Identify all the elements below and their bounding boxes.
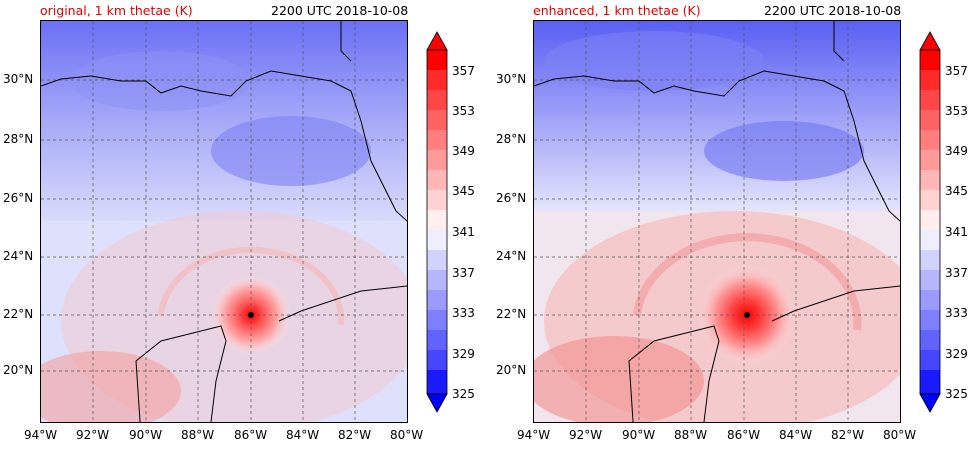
colorbar-label: 345 — [452, 184, 475, 198]
lon-tick: 80°W — [390, 428, 424, 442]
colorbar-label: 341 — [452, 225, 475, 239]
colorbar-label: 329 — [452, 347, 475, 361]
lat-tick: 22°N — [496, 307, 527, 321]
lat-tick: 24°N — [3, 249, 34, 263]
lon-tick: 84°W — [779, 428, 813, 442]
colorbar-label: 357 — [945, 64, 968, 78]
left-panel: original, 1 km thetae (K) 2200 UTC 2018-… — [3, 3, 475, 442]
colorbar-label: 353 — [945, 104, 968, 118]
storm-center-marker — [744, 312, 750, 318]
colorbar-label: 337 — [452, 266, 475, 280]
colorbar-label: 341 — [945, 225, 968, 239]
colorbar-label: 357 — [452, 64, 475, 78]
lat-tick: 26°N — [496, 191, 527, 205]
colorbar-label: 333 — [452, 306, 475, 320]
lon-tick: 86°W — [234, 428, 268, 442]
colorbar — [919, 31, 941, 413]
colorbar-label: 329 — [945, 347, 968, 361]
lon-tick: 94°W — [517, 428, 551, 442]
map-canvas — [41, 21, 407, 422]
lat-tick: 30°N — [3, 72, 34, 86]
lat-tick: 28°N — [3, 132, 34, 146]
colorbar-label: 349 — [945, 144, 968, 158]
lon-tick: 90°W — [622, 428, 656, 442]
lat-tick: 22°N — [3, 307, 34, 321]
right-panel: enhanced, 1 km thetae (K) 2200 UTC 2018-… — [493, 0, 972, 449]
lat-tick: 20°N — [3, 363, 34, 377]
lon-tick: 88°W — [181, 428, 215, 442]
lon-tick: 90°W — [129, 428, 163, 442]
colorbar-label: 333 — [945, 306, 968, 320]
panel-timestamp: 2200 UTC 2018-10-08 — [764, 3, 902, 18]
lon-tick: 82°W — [338, 428, 372, 442]
lat-tick: 24°N — [496, 249, 527, 263]
lon-tick: 88°W — [674, 428, 708, 442]
colorbar-label: 349 — [452, 144, 475, 158]
lon-tick: 80°W — [883, 428, 917, 442]
colorbar-label: 345 — [945, 184, 968, 198]
colorbar-label: 353 — [452, 104, 475, 118]
colorbar-label: 337 — [945, 266, 968, 280]
storm-center-marker — [248, 312, 254, 318]
lon-tick: 82°W — [831, 428, 865, 442]
panel-title: original, 1 km thetae (K) — [40, 3, 193, 18]
lon-tick: 92°W — [76, 428, 110, 442]
lat-tick: 26°N — [3, 191, 34, 205]
map-canvas — [534, 21, 900, 422]
lat-tick: 20°N — [496, 363, 527, 377]
lon-tick: 86°W — [727, 428, 761, 442]
lon-tick: 84°W — [286, 428, 320, 442]
lon-tick: 94°W — [24, 428, 58, 442]
colorbar-label: 325 — [945, 387, 968, 401]
thetae-map — [533, 20, 901, 423]
lat-tick: 30°N — [496, 72, 527, 86]
panel-title: enhanced, 1 km thetae (K) — [533, 3, 701, 18]
lat-tick: 28°N — [496, 132, 527, 146]
thetae-map — [40, 20, 408, 423]
colorbar — [426, 31, 448, 413]
lon-tick: 92°W — [569, 428, 603, 442]
colorbar-label: 325 — [452, 387, 475, 401]
panel-timestamp: 2200 UTC 2018-10-08 — [271, 3, 409, 18]
